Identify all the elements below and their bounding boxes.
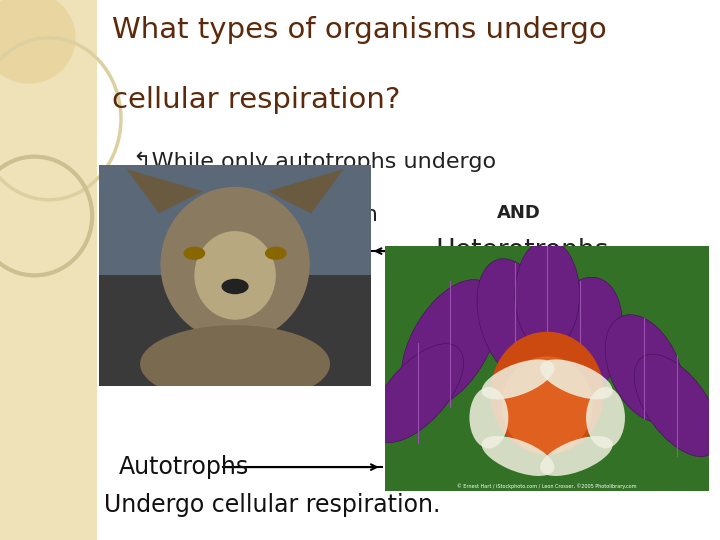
- Ellipse shape: [605, 315, 684, 422]
- Text: Undergo cellular respiration.: Undergo cellular respiration.: [104, 493, 441, 517]
- Ellipse shape: [540, 436, 613, 476]
- Text: photosynthesis both: photosynthesis both: [151, 205, 378, 225]
- Text: cellular respiration?: cellular respiration?: [112, 86, 400, 114]
- Ellipse shape: [490, 332, 604, 455]
- Polygon shape: [268, 169, 343, 213]
- Ellipse shape: [586, 387, 625, 448]
- Ellipse shape: [515, 240, 580, 350]
- Text: Autotrophs: Autotrophs: [119, 455, 249, 479]
- Ellipse shape: [222, 279, 248, 294]
- Ellipse shape: [265, 247, 287, 260]
- Ellipse shape: [140, 325, 330, 403]
- Ellipse shape: [634, 354, 719, 457]
- Bar: [97, 0, 720, 540]
- Ellipse shape: [372, 343, 464, 443]
- Ellipse shape: [477, 259, 553, 380]
- Bar: [99, 275, 371, 386]
- Ellipse shape: [184, 247, 205, 260]
- Text: Heterotrophs: Heterotrophs: [436, 238, 609, 264]
- Bar: [99, 165, 371, 275]
- Text: © Ernest Hart / iStockphoto.com / Leon Crosser, ©2005 Photolibrary.com: © Ernest Hart / iStockphoto.com / Leon C…: [457, 483, 637, 489]
- Ellipse shape: [161, 187, 310, 342]
- Ellipse shape: [0, 0, 76, 84]
- Text: AND: AND: [497, 204, 540, 222]
- Text: What types of organisms undergo: What types of organisms undergo: [112, 16, 606, 44]
- Ellipse shape: [401, 280, 499, 408]
- Ellipse shape: [469, 387, 508, 448]
- Polygon shape: [127, 169, 202, 213]
- Ellipse shape: [537, 277, 622, 411]
- Text: ↰While only autotrophs undergo: ↰While only autotrophs undergo: [133, 151, 496, 172]
- Ellipse shape: [502, 356, 593, 455]
- Ellipse shape: [482, 360, 554, 400]
- Ellipse shape: [194, 231, 276, 320]
- Ellipse shape: [540, 360, 613, 400]
- Ellipse shape: [482, 436, 554, 476]
